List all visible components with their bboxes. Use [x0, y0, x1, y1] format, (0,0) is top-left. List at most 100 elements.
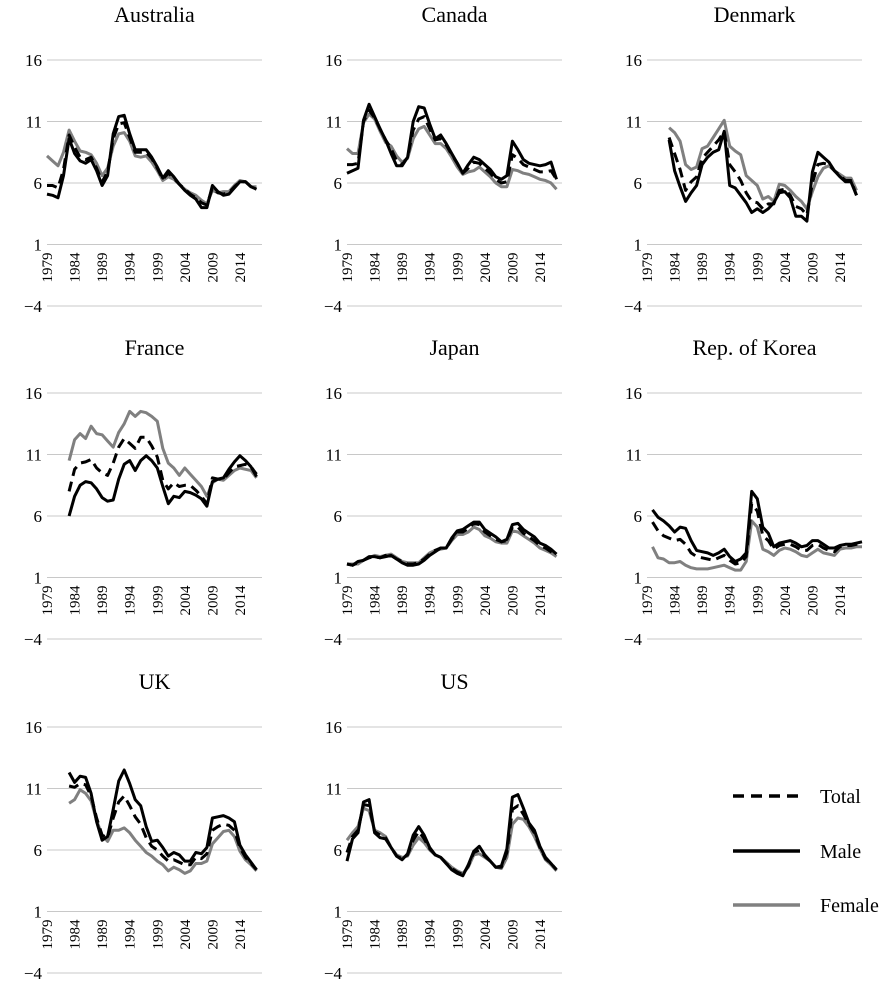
x-tick-label: 1999	[450, 586, 466, 616]
x-tick-label: 1979	[40, 586, 56, 616]
x-tick-label: 1999	[750, 253, 766, 283]
y-tick-label: 1	[634, 569, 643, 588]
x-tick-label: 1999	[150, 920, 166, 950]
x-tick-label: 1989	[395, 253, 411, 283]
x-tick-label: 2009	[205, 253, 221, 283]
y-tick-label: 1	[34, 569, 43, 588]
y-tick-label: 16	[25, 718, 42, 737]
x-tick-label: 1984	[68, 919, 84, 950]
x-tick-label: 2004	[478, 252, 494, 283]
x-tick-label: 1994	[723, 252, 739, 283]
x-tick-label: 2004	[178, 919, 194, 950]
series-line-total	[347, 108, 558, 185]
y-tick-label: 16	[325, 51, 342, 70]
x-tick-label: 1979	[340, 253, 356, 283]
x-tick-label: 1994	[123, 585, 139, 616]
series-line-male	[651, 489, 863, 563]
panel-title: Canada	[422, 2, 488, 27]
y-tick-label: 11	[26, 780, 42, 799]
y-tick-label: 11	[26, 113, 42, 132]
y-tick-label: 16	[25, 51, 42, 70]
x-tick-label: 1994	[123, 919, 139, 950]
x-tick-label: 2014	[533, 919, 549, 950]
x-tick-label: 2009	[805, 586, 821, 616]
x-tick-label: 1994	[423, 252, 439, 283]
x-tick-label: 1994	[123, 252, 139, 283]
x-tick-label: 1979	[340, 586, 356, 616]
x-tick-label: 2014	[533, 252, 549, 283]
panel-title: US	[440, 669, 468, 694]
y-tick-label: 1	[334, 569, 343, 588]
x-tick-label: 2009	[805, 253, 821, 283]
y-tick-label: 11	[626, 446, 642, 465]
x-tick-label: 2009	[505, 253, 521, 283]
series-line-male	[345, 793, 558, 878]
y-tick-label: 1	[334, 903, 343, 922]
y-tick-label: −4	[324, 964, 343, 981]
series-line-male	[46, 113, 258, 210]
x-tick-label: 2014	[833, 585, 849, 616]
y-tick-label: 6	[634, 174, 643, 193]
x-tick-label: 2004	[778, 585, 794, 616]
x-tick-label: 1994	[423, 585, 439, 616]
x-tick-label: 2014	[233, 919, 249, 950]
series-line-total	[67, 435, 258, 506]
series-line-female	[67, 409, 258, 498]
x-tick-label: 1989	[95, 920, 111, 950]
y-tick-label: −4	[24, 630, 43, 649]
series-line-male	[346, 520, 558, 567]
panel-title: France	[125, 335, 185, 360]
x-tick-label: 2014	[233, 252, 249, 282]
x-tick-label: 1989	[95, 253, 111, 283]
y-tick-label: 16	[25, 384, 42, 403]
x-tick-label: 1984	[368, 585, 384, 616]
y-tick-label: 6	[34, 841, 43, 860]
x-tick-label: 1999	[450, 920, 466, 950]
x-tick-label: 1999	[150, 586, 166, 616]
y-tick-label: −4	[624, 630, 643, 649]
y-tick-label: 6	[34, 507, 43, 526]
y-tick-label: 16	[625, 51, 642, 70]
y-tick-label: 1	[334, 236, 343, 255]
x-tick-label: 1984	[668, 252, 684, 283]
x-tick-label: 1979	[640, 253, 656, 283]
x-tick-label: 2004	[778, 252, 794, 283]
series-line-female	[668, 118, 858, 211]
legend: Total Male Female	[733, 786, 879, 917]
y-tick-label: 11	[326, 113, 342, 132]
y-tick-label: 16	[325, 718, 342, 737]
x-tick-label: 1979	[640, 586, 656, 616]
series-line-female	[68, 788, 258, 875]
x-tick-label: 1994	[423, 919, 439, 950]
x-tick-label: 2009	[205, 586, 221, 616]
y-tick-label: 11	[26, 446, 42, 465]
y-tick-label: 16	[625, 384, 642, 403]
panel-title: Rep. of Korea	[692, 335, 816, 360]
x-tick-label: 1984	[368, 919, 384, 950]
x-tick-label: 1989	[95, 586, 111, 616]
series-line-female	[345, 806, 558, 875]
y-tick-label: 6	[334, 174, 343, 193]
x-tick-label: 1984	[668, 585, 684, 616]
x-tick-label: 1989	[395, 920, 411, 950]
y-tick-label: 16	[325, 384, 342, 403]
y-tick-label: 1	[34, 236, 43, 255]
x-tick-label: 2014	[533, 585, 549, 616]
series-line-male	[346, 102, 558, 181]
x-tick-label: 2014	[233, 585, 249, 616]
panel-title: UK	[139, 669, 171, 694]
y-tick-label: −4	[324, 297, 343, 316]
x-tick-label: 2009	[505, 920, 521, 950]
y-tick-label: 6	[634, 507, 643, 526]
x-tick-label: 1999	[150, 253, 166, 283]
x-tick-label: 1984	[68, 252, 84, 283]
y-tick-label: −4	[324, 630, 343, 649]
series-line-female	[45, 128, 257, 206]
x-tick-label: 2004	[178, 585, 194, 616]
